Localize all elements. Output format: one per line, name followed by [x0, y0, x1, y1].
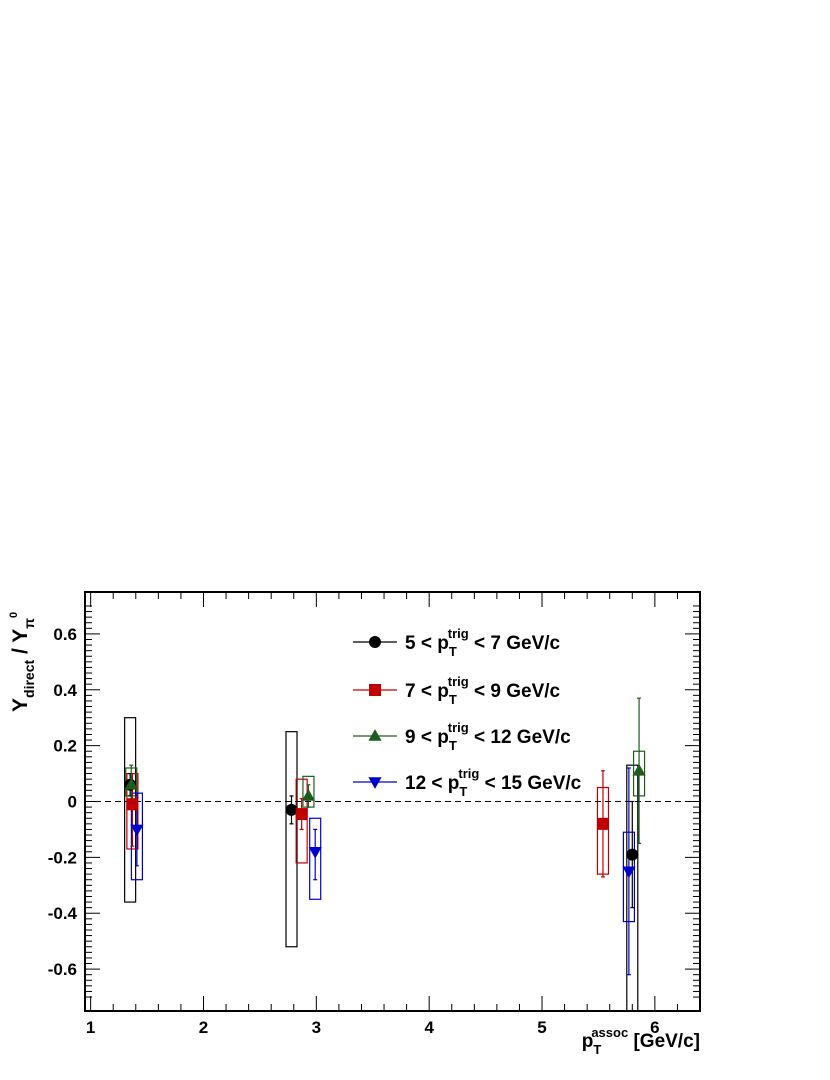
legend-label-4: 12 < pTtrig < 15 GeV/c: [405, 766, 582, 799]
point-s4-p3: [622, 866, 636, 879]
sys-box-s1-p2: [285, 731, 298, 948]
legend: 5 < pTtrig < 7 GeV/c 7 < pTtrig < 9 GeV/c…: [353, 626, 582, 799]
legend-marker-1: [369, 636, 381, 648]
point-s3-p2: [301, 789, 316, 801]
legend-marker-3: [368, 729, 382, 741]
point-s1-p2: [285, 803, 298, 816]
point-s2-p1: [126, 798, 139, 811]
point-s4-p2: [308, 846, 322, 859]
legend-label-2: 7 < pTtrig < 9 GeV/c: [405, 674, 561, 707]
x-tick-label: 1: [86, 1018, 95, 1037]
y-tick-label: -0.2: [48, 848, 77, 867]
point-s4-p1: [130, 824, 144, 837]
x-tick-label: 3: [312, 1018, 321, 1037]
sys-box-s2-p2: [295, 778, 308, 864]
point-s2-p3: [596, 817, 609, 830]
sys-box-s4-p2: [309, 817, 322, 900]
y-tick-label: 0: [68, 793, 77, 812]
axes-group: 1 2 3 4 5 6 -0.6 -0.4 -0.2 0 0.2 0.4 0.6 pTassoc [GeV…: [8, 592, 701, 1057]
x-tick-label: 4: [424, 1018, 434, 1037]
systematic-boxes: [124, 717, 646, 1012]
y-tick-label: 0.4: [53, 681, 77, 700]
legend-marker-4: [368, 777, 382, 789]
x-tick-label: 2: [199, 1018, 208, 1037]
point-s2-p2: [295, 808, 308, 821]
y-tick-label: 0.6: [53, 625, 77, 644]
x-tick-label: 5: [537, 1018, 546, 1037]
legend-label-1: 5 < pTtrig < 7 GeV/c: [405, 626, 561, 659]
y-axis-title: Ydirect / Yπ0: [8, 612, 37, 712]
x-axis-title: pTassoc [GeV/c]: [582, 1025, 700, 1057]
x-tick-label: 6: [650, 1018, 659, 1037]
point-s3-p1: [124, 777, 138, 790]
y-tick-label: -0.4: [48, 904, 78, 923]
y-tick-label: 0.2: [53, 737, 77, 756]
legend-label-3: 9 < pTtrig < 12 GeV/c: [405, 720, 571, 753]
legend-marker-2: [369, 684, 381, 696]
point-s1-p3: [626, 848, 639, 861]
y-tick-label: -0.6: [48, 960, 77, 979]
data-markers: [124, 763, 646, 879]
point-s3-p3: [632, 763, 646, 776]
